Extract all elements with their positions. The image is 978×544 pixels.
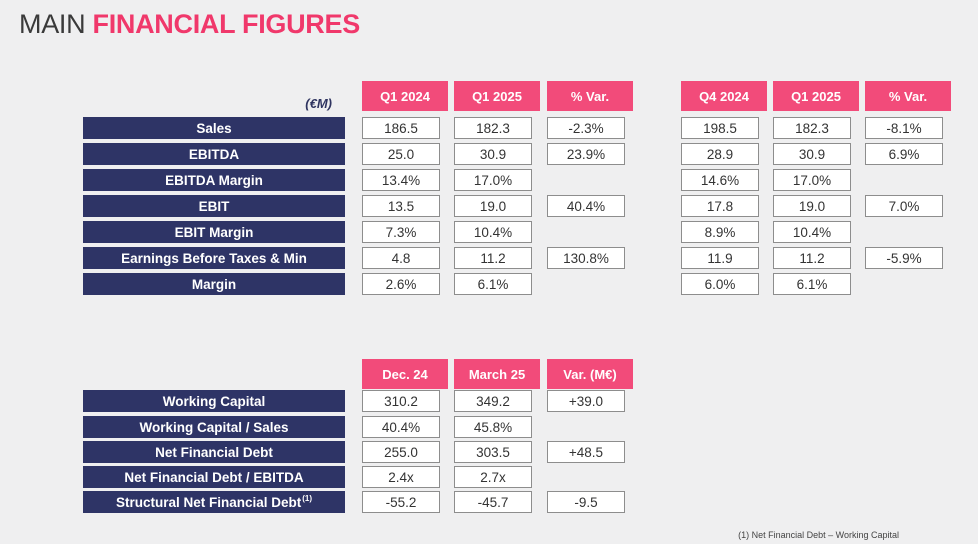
header-a-2: % Var. — [547, 81, 633, 111]
value-cell: 40.4% — [547, 195, 625, 217]
unit-label: (€M) — [305, 96, 332, 111]
footnote: (1) Net Financial Debt – Working Capital — [738, 530, 899, 540]
value-cell: 14.6% — [681, 169, 759, 191]
row-label: Net Financial Debt / EBITDA — [83, 466, 345, 488]
value-cell: 25.0 — [362, 143, 440, 165]
row-label: EBIT Margin — [83, 221, 345, 243]
value-cell: 6.0% — [681, 273, 759, 295]
header-a-0: Q1 2024 — [362, 81, 448, 111]
value-cell: 11.9 — [681, 247, 759, 269]
value-cell: 19.0 — [454, 195, 532, 217]
value-cell: 310.2 — [362, 390, 440, 412]
value-cell: 30.9 — [454, 143, 532, 165]
balance-header-0: Dec. 24 — [362, 359, 448, 389]
row-label: EBIT — [83, 195, 345, 217]
value-cell: 17.0% — [454, 169, 532, 191]
value-cell: 17.8 — [681, 195, 759, 217]
row-label-text: Working Capital / Sales — [139, 419, 289, 435]
value-cell: 4.8 — [362, 247, 440, 269]
title-accent: FINANCIAL FIGURES — [92, 9, 361, 39]
value-cell: +48.5 — [547, 441, 625, 463]
value-cell: 2.4x — [362, 466, 440, 488]
value-cell: 255.0 — [362, 441, 440, 463]
value-cell: 303.5 — [454, 441, 532, 463]
header-b-1: Q1 2025 — [773, 81, 859, 111]
value-cell: 2.6% — [362, 273, 440, 295]
value-cell: 182.3 — [454, 117, 532, 139]
value-cell: 11.2 — [454, 247, 532, 269]
row-label: Earnings Before Taxes & Min — [83, 247, 345, 269]
value-cell: 2.7x — [454, 466, 532, 488]
value-cell: 130.8% — [547, 247, 625, 269]
balance-header-1: March 25 — [454, 359, 540, 389]
value-cell: -8.1% — [865, 117, 943, 139]
row-label-text: Net Financial Debt — [155, 444, 273, 460]
value-cell: 10.4% — [454, 221, 532, 243]
value-cell: 28.9 — [681, 143, 759, 165]
row-label: Margin — [83, 273, 345, 295]
value-cell: 30.9 — [773, 143, 851, 165]
row-label: EBITDA Margin — [83, 169, 345, 191]
header-b-0: Q4 2024 — [681, 81, 767, 111]
title-prefix: MAIN — [19, 9, 86, 39]
value-cell: 17.0% — [773, 169, 851, 191]
header-a-1: Q1 2025 — [454, 81, 540, 111]
header-b-2: % Var. — [865, 81, 951, 111]
row-label: EBITDA — [83, 143, 345, 165]
value-cell: 186.5 — [362, 117, 440, 139]
value-cell: 8.9% — [681, 221, 759, 243]
row-label: Working Capital / Sales — [83, 416, 345, 438]
value-cell: 6.1% — [773, 273, 851, 295]
value-cell: +39.0 — [547, 390, 625, 412]
value-cell: 11.2 — [773, 247, 851, 269]
value-cell: -5.9% — [865, 247, 943, 269]
value-cell: 13.5 — [362, 195, 440, 217]
value-cell: 13.4% — [362, 169, 440, 191]
balance-header-2: Var. (M€) — [547, 359, 633, 389]
value-cell: -55.2 — [362, 491, 440, 513]
value-cell: 10.4% — [773, 221, 851, 243]
row-label-text: Working Capital — [162, 393, 266, 409]
row-label: Working Capital — [83, 390, 345, 412]
value-cell: 40.4% — [362, 416, 440, 438]
value-cell: 45.8% — [454, 416, 532, 438]
value-cell: 198.5 — [681, 117, 759, 139]
value-cell: 7.0% — [865, 195, 943, 217]
row-label: Structural Net Financial Debt (1) — [83, 491, 345, 513]
value-cell: 7.3% — [362, 221, 440, 243]
row-label: Sales — [83, 117, 345, 139]
value-cell: -45.7 — [454, 491, 532, 513]
value-cell: 6.1% — [454, 273, 532, 295]
value-cell: 349.2 — [454, 390, 532, 412]
page-title: MAIN FINANCIAL FIGURES — [19, 9, 360, 40]
value-cell: -9.5 — [547, 491, 625, 513]
value-cell: -2.3% — [547, 117, 625, 139]
value-cell: 6.9% — [865, 143, 943, 165]
value-cell: 23.9% — [547, 143, 625, 165]
row-label: Net Financial Debt — [83, 441, 345, 463]
row-label-text: Net Financial Debt / EBITDA — [124, 469, 304, 485]
value-cell: 182.3 — [773, 117, 851, 139]
row-label-text: Structural Net Financial Debt — [115, 494, 302, 510]
value-cell: 19.0 — [773, 195, 851, 217]
